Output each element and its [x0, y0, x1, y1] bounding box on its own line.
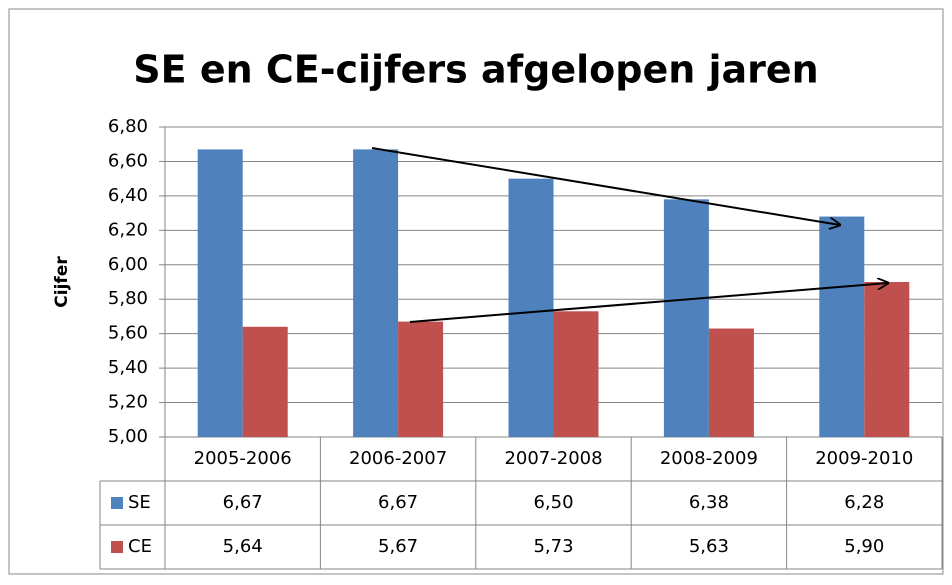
y-tick-label: 6,00 [108, 254, 148, 275]
x-tick-label: 2008-2009 [660, 448, 758, 469]
bar [663, 199, 709, 437]
table-value: 5,67 [378, 536, 418, 557]
y-tick-label: 6,40 [108, 185, 148, 206]
table-value: 5,90 [844, 536, 884, 557]
chart-title: SE en CE-cijfers afgelopen jaren [133, 48, 818, 92]
legend-label: CE [128, 536, 152, 557]
legend-key [111, 541, 123, 553]
table-value: 6,38 [689, 492, 729, 513]
bar [819, 216, 865, 437]
y-tick-label: 5,60 [108, 323, 148, 344]
y-tick-label: 6,20 [108, 219, 148, 240]
y-tick-label: 5,80 [108, 288, 148, 309]
y-tick-label: 6,60 [108, 150, 148, 171]
bar [553, 311, 599, 437]
table-value: 6,50 [533, 492, 573, 513]
y-axis-label: Cijfer [52, 256, 72, 308]
bar [353, 149, 399, 437]
bar [508, 178, 554, 437]
table-value: 6,67 [223, 492, 263, 513]
y-tick-label: 5,40 [108, 357, 148, 378]
bar [242, 326, 288, 437]
table-value: 6,28 [844, 492, 884, 513]
x-tick-label: 2006-2007 [349, 448, 447, 469]
x-tick-label: 2007-2008 [504, 448, 602, 469]
trend-arrow [371, 147, 840, 225]
x-tick-label: 2009-2010 [815, 448, 913, 469]
legend-key [111, 497, 123, 509]
table-value: 5,63 [689, 536, 729, 557]
bar [864, 282, 910, 437]
bar [398, 321, 444, 437]
y-tick-label: 6,80 [108, 116, 148, 137]
table-value: 5,64 [223, 536, 263, 557]
table-value: 5,73 [533, 536, 573, 557]
x-tick-label: 2005-2006 [194, 448, 292, 469]
y-tick-label: 5,00 [108, 426, 148, 447]
legend-label: SE [128, 492, 151, 513]
trend-arrow [409, 283, 888, 323]
bar [197, 149, 243, 437]
y-tick-label: 5,20 [108, 392, 148, 413]
bar [708, 328, 754, 437]
table-value: 6,67 [378, 492, 418, 513]
